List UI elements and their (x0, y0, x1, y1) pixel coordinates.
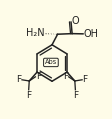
Text: F: F (35, 72, 40, 81)
Text: F: F (82, 75, 87, 84)
Text: F: F (63, 72, 68, 81)
Text: F: F (72, 91, 77, 100)
Text: Abs: Abs (44, 59, 57, 65)
Text: F: F (16, 75, 21, 84)
Text: F: F (26, 91, 31, 100)
Text: H₂N: H₂N (25, 28, 44, 38)
Text: OH: OH (83, 29, 98, 39)
Text: O: O (71, 16, 79, 26)
Text: ,,: ,, (54, 30, 59, 36)
